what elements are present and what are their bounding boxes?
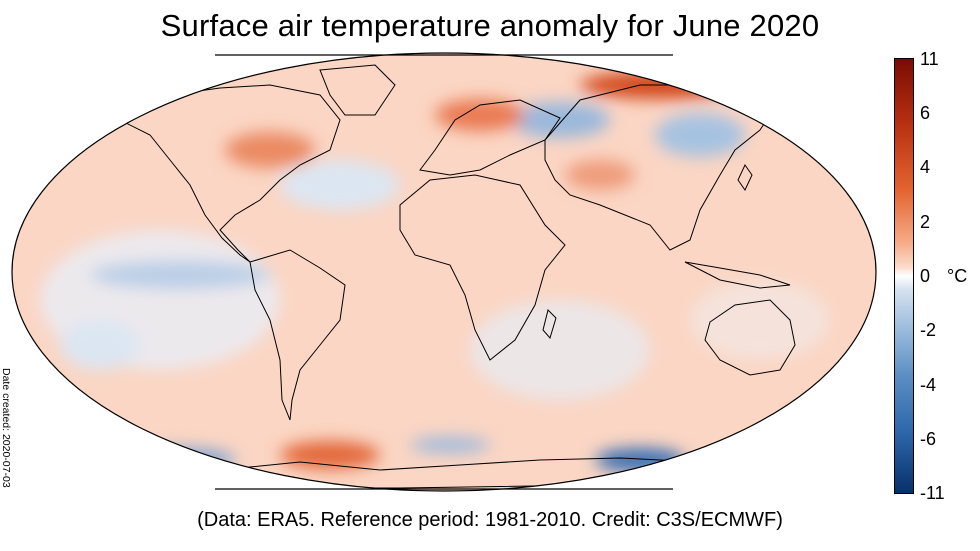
colorbar (894, 58, 914, 494)
colorbar-tick: 2 (920, 212, 931, 232)
colorbar-tick: 6 (920, 103, 931, 123)
map-title: Surface air temperature anomaly for June… (160, 8, 820, 43)
colorbar-tick: -6 (920, 429, 937, 449)
colorbar-tick: -4 (920, 375, 937, 395)
colorbar-tick: -11 (920, 483, 945, 503)
colorbar-tick: 4 (920, 157, 931, 177)
date-created-label: Date created: 2020-07-03 (0, 368, 12, 488)
colorbar-unit: °C (947, 266, 968, 286)
colorbar-tick: -2 (920, 320, 937, 340)
credit-line: (Data: ERA5. Reference period: 1981-2010… (197, 509, 783, 531)
colorbar-tick: 0 (920, 266, 931, 286)
colorbar-tick: 11 (920, 49, 939, 69)
